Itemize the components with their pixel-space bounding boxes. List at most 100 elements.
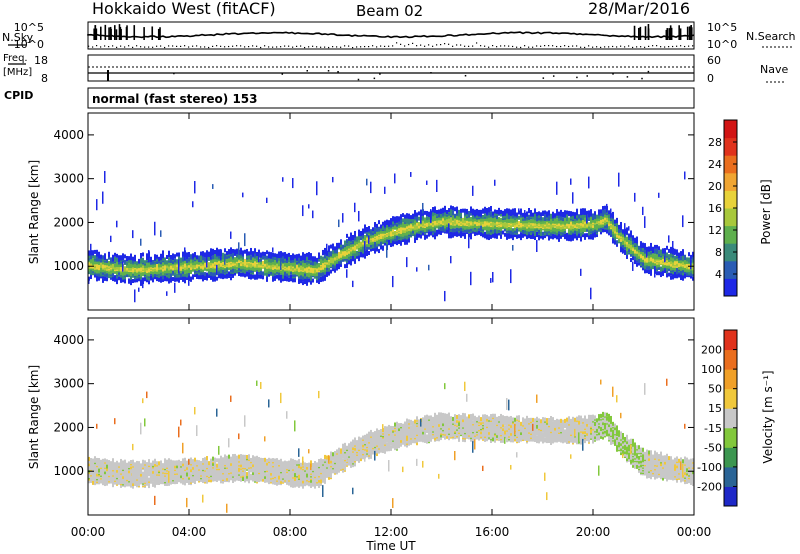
power-cell: [204, 272, 206, 277]
power-cell: [236, 252, 238, 257]
power-cell: [396, 216, 398, 221]
power-cell: [548, 223, 550, 228]
power-cell: [482, 232, 484, 237]
power-cell: [456, 227, 458, 232]
noise-search-dot: [340, 46, 342, 48]
power-cell: [440, 212, 442, 217]
power-cell: [94, 249, 96, 254]
velocity-cell: [112, 477, 114, 482]
power-cell: [100, 257, 102, 262]
noise-search-dot: [264, 45, 266, 47]
power-cell: [330, 244, 332, 249]
power-cell: [532, 234, 534, 239]
power-cell: [276, 256, 278, 261]
power-cell: [644, 243, 646, 248]
power-cell: [280, 259, 282, 270]
colorbar-tick-label: 24: [708, 158, 722, 171]
power-cell: [268, 251, 270, 256]
y-tick-label: 2000: [53, 215, 84, 229]
power-cell: [534, 229, 536, 234]
power-cell: [624, 249, 626, 254]
power-cell: [682, 249, 684, 254]
power-cell: [684, 273, 686, 278]
power-cell: [510, 217, 512, 222]
nave-dot: [586, 75, 588, 77]
power-cell: [376, 242, 378, 247]
power-cell: [190, 276, 192, 281]
power-cell: [88, 262, 90, 267]
power-cell: [284, 252, 286, 257]
power-cell: [132, 230, 134, 239]
power-cell: [336, 242, 338, 247]
power-cell: [266, 263, 268, 268]
power-cell: [188, 257, 190, 262]
noise-search-dot: [96, 45, 98, 47]
noise-search-dot: [484, 45, 486, 47]
power-cell: [244, 249, 246, 254]
power-cell: [494, 209, 496, 214]
power-cell: [432, 214, 434, 219]
power-cell: [362, 246, 364, 251]
power-cell: [192, 258, 194, 263]
noise-search-dot: [312, 45, 314, 47]
nave-dot: [612, 73, 614, 75]
power-cell: [518, 221, 520, 226]
power-cell: [110, 235, 112, 243]
nave-dot: [542, 77, 545, 79]
power-cell: [134, 262, 136, 267]
power-cell: [212, 184, 214, 189]
power-cell: [626, 227, 628, 232]
power-cell: [626, 236, 628, 241]
power-cell: [102, 257, 104, 262]
power-cell: [362, 249, 364, 254]
noise-search-dot: [436, 44, 438, 46]
power-cell: [112, 257, 114, 262]
power-cell: [154, 254, 156, 259]
power-cell: [160, 262, 162, 267]
power-cell: [554, 213, 556, 218]
power-cell: [188, 280, 190, 286]
power-cell: [590, 217, 592, 222]
noise-search-dot: [672, 45, 674, 48]
power-cell: [562, 217, 564, 222]
noise-search-dot: [176, 45, 178, 47]
power-cell: [454, 228, 456, 233]
power-cell: [126, 273, 128, 278]
velocity-cell: [104, 458, 106, 463]
power-cell: [346, 248, 348, 253]
power-cell: [548, 236, 550, 241]
noise-search-dot: [416, 45, 418, 47]
power-cell: [364, 234, 366, 239]
power-cell: [446, 228, 448, 233]
power-cell: [304, 272, 306, 277]
power-cell: [280, 274, 282, 279]
noise-search-dot: [116, 46, 118, 48]
power-cell: [118, 276, 120, 281]
power-cell: [346, 239, 348, 244]
power-cell: [484, 231, 486, 236]
noise-search-dot: [544, 45, 546, 47]
power-cell: [432, 229, 434, 234]
noise-search-dot: [388, 45, 390, 47]
power-cell: [168, 271, 170, 276]
power-cell: [256, 275, 258, 280]
power-cell: [542, 231, 544, 236]
noise-search-dot: [440, 44, 442, 46]
power-cell: [370, 229, 372, 234]
power-cell: [292, 273, 294, 278]
noise-search-dot: [132, 46, 134, 48]
power-cell: [536, 227, 538, 232]
power-cell: [450, 230, 452, 235]
power-cell: [196, 255, 198, 260]
noise-search-dot: [316, 46, 318, 48]
power-cell: [480, 225, 482, 230]
power-cell: [108, 255, 110, 260]
power-cell: [400, 239, 402, 244]
power-cell: [92, 267, 94, 272]
power-cell: [630, 230, 632, 235]
power-cell: [426, 216, 428, 221]
power-cell: [468, 210, 470, 215]
power-cell: [526, 211, 528, 216]
power-cell: [168, 262, 170, 267]
power-cell: [472, 208, 474, 213]
